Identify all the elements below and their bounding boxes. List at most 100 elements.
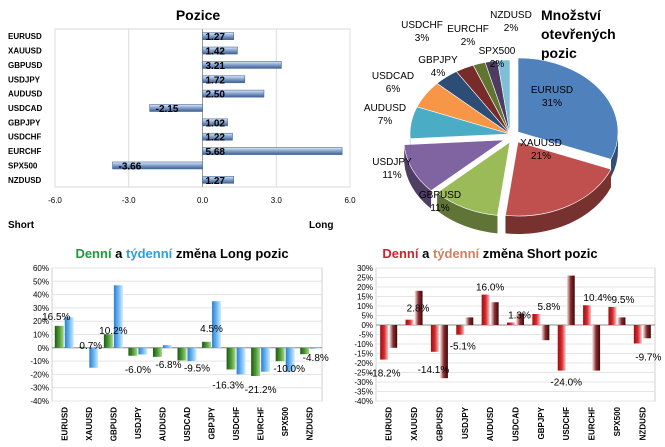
pie-label-gbpjpy: GBPJPY 4% bbox=[418, 55, 458, 79]
positions-x-tick: 0.0 bbox=[197, 196, 209, 205]
positions-bar-audusd bbox=[202, 89, 265, 98]
short-change-t-denn-bar-usdchf bbox=[566, 275, 575, 325]
short-change-y-tick: -40% bbox=[354, 397, 373, 406]
short-change-denn-bar-gbpjpy bbox=[532, 313, 541, 325]
positions-value-label-xauusd: 1.42 bbox=[206, 47, 226, 58]
short-change-category-usdchf: USDCHF bbox=[562, 407, 571, 440]
positions-category-gbpusd: GBPUSD bbox=[8, 61, 42, 70]
short-change-y-tick: 0% bbox=[361, 321, 373, 330]
pie-slice-side-usdjpy bbox=[404, 144, 432, 209]
long-change-y-tick: 60% bbox=[33, 264, 49, 273]
pie-slice-group-gbpusd bbox=[436, 141, 511, 234]
long-change-y-tick: 20% bbox=[33, 317, 49, 326]
short-change-value-label-audusd: 16.0% bbox=[476, 283, 504, 294]
short-change-category-gbpjpy: GBPJPY bbox=[537, 406, 546, 439]
short-change-category-xauusd: XAUUSD bbox=[410, 407, 419, 441]
short-change-y-tick: -30% bbox=[354, 378, 373, 387]
short-change-y-tick: 10% bbox=[357, 302, 373, 311]
short-change-title: Denní a týdenní změna Short pozic bbox=[382, 246, 597, 261]
short-change-y-tick: -10% bbox=[354, 340, 373, 349]
short-change-t-denn-bar-usdcad bbox=[516, 313, 524, 325]
long-change-value-label-eurchf: -21.2% bbox=[245, 385, 277, 396]
long-change-category-audusd: AUDUSD bbox=[158, 407, 167, 441]
positions-category-eurusd: EURUSD bbox=[8, 32, 42, 41]
positions-category-xauusd: XAUUSD bbox=[8, 47, 42, 56]
pie-slice-gbpusd bbox=[436, 141, 511, 216]
long-change-t-denn-bar-gbpusd bbox=[113, 285, 123, 348]
positions-title: Pozice bbox=[176, 7, 221, 23]
short-change-t-denn-bar-eurchf bbox=[592, 325, 601, 371]
long-change-category-gbpusd: GBPUSD bbox=[109, 407, 118, 441]
short-change-y-tick: -25% bbox=[354, 369, 373, 378]
short-label: Short bbox=[8, 220, 35, 231]
positions-value-label-gbpusd: 3.21 bbox=[206, 61, 226, 72]
positions-bar-nzdusd bbox=[202, 176, 235, 184]
short-change-y-tick: 25% bbox=[357, 274, 373, 283]
long-change-y-tick: -10% bbox=[30, 357, 49, 366]
short-change-value-label-eurchf: 10.4% bbox=[583, 293, 611, 304]
short-change-denn-bar-xauusd bbox=[405, 319, 414, 325]
long-change-denn-bar-usdchf bbox=[226, 347, 236, 370]
long-change-y-tick: -30% bbox=[30, 384, 49, 393]
pie-slice-side-eurusd bbox=[610, 132, 618, 178]
positions-value-label-eurchf: 5.68 bbox=[206, 147, 226, 158]
long-change-denn-bar-nzdusd bbox=[300, 347, 310, 355]
short-change-t-denn-bar-xauusd bbox=[414, 290, 423, 325]
short-change-denn-bar-eurchf bbox=[583, 305, 592, 325]
long-change-denn-bar-gbpjpy bbox=[202, 341, 212, 348]
short-change-t-denn-bar-audusd bbox=[490, 302, 499, 325]
pie-label-usdjpy: USDJPY 11% bbox=[372, 157, 412, 181]
long-change-title: Denní a týdenní změna Long pozic bbox=[75, 246, 288, 261]
short-change-denn-bar-usdjpy bbox=[456, 325, 465, 335]
open-positions-title-line: otevřených bbox=[541, 26, 616, 42]
positions-bar-xauusd bbox=[202, 46, 238, 55]
positions-category-gbpjpy: GBPJPY bbox=[8, 118, 41, 127]
pie-slice-group-eurusd bbox=[517, 57, 619, 178]
short-change-t-denn-bar-eurusd bbox=[389, 325, 398, 348]
long-change-value-label-gbpusd: 10.2% bbox=[99, 326, 127, 337]
pie-slice-group-xauusd bbox=[505, 141, 612, 234]
pie-label-usdcad: USDCAD 6% bbox=[372, 71, 414, 95]
positions-bar-eurchf bbox=[202, 147, 343, 155]
short-change-category-nzdusd: NZDUSD bbox=[638, 407, 647, 441]
short-change-denn-bar-usdchf bbox=[557, 325, 566, 371]
short-change-category-usdcad: USDCAD bbox=[512, 407, 521, 441]
short-change-denn-bar-eurusd bbox=[380, 325, 389, 360]
positions-category-spx500: SPX500 bbox=[8, 161, 38, 170]
pie-label-spx500: SPX500 2% bbox=[479, 46, 516, 70]
positions-x-tick: -3.0 bbox=[122, 196, 136, 205]
positions-category-usdchf: USDCHF bbox=[8, 133, 41, 142]
short-change-value-label-xauusd: 2.8% bbox=[407, 304, 430, 315]
long-change-denn-bar-usdcad bbox=[177, 347, 187, 361]
positions-bar-gbpusd bbox=[202, 61, 282, 69]
short-change-y-tick: 20% bbox=[357, 283, 373, 292]
positions-bar-spx500 bbox=[112, 161, 203, 170]
short-change-value-label-usdjpy: -5.1% bbox=[450, 342, 476, 353]
short-change-t-denn-bar-usdjpy bbox=[465, 317, 474, 325]
positions-category-usdcad: USDCAD bbox=[8, 104, 42, 113]
positions-value-label-gbpjpy: 1.02 bbox=[206, 118, 226, 129]
short-change-value-label-nzdusd: -9.7% bbox=[635, 352, 661, 363]
positions-x-tick: 3.0 bbox=[271, 196, 283, 205]
pie-slice-nzdusd bbox=[497, 59, 511, 135]
short-change-value-label-usdcad: 1.3% bbox=[508, 311, 531, 322]
positions-value-label-usdjpy: 1.72 bbox=[206, 75, 226, 86]
pie-slice-xauusd bbox=[505, 141, 612, 217]
positions-category-nzdusd: NZDUSD bbox=[8, 176, 42, 185]
long-change-value-label-xauusd: 0.7% bbox=[79, 341, 102, 352]
positions-bar-usdchf bbox=[202, 132, 233, 141]
short-change-t-denn-bar-nzdusd bbox=[642, 325, 651, 339]
long-change-category-usdjpy: USDJPY bbox=[134, 406, 143, 439]
long-change-category-eurchf: EURCHF bbox=[257, 407, 266, 440]
short-change-y-tick: 5% bbox=[361, 312, 373, 321]
short-change-t-denn-bar-spx500 bbox=[617, 317, 626, 325]
open-positions-chart: Množství otevřených pozic EURUSD 31% XAUUSD 2… bbox=[364, 7, 619, 234]
short-change-value-label-gbpjpy: 5.8% bbox=[537, 302, 560, 313]
long-change-t-denn-bar-usdcad bbox=[187, 347, 197, 362]
pie-label-xauusd: XAUUSD 21% bbox=[520, 138, 562, 162]
positions-category-audusd: AUDUSD bbox=[8, 90, 42, 99]
long-change-value-label-usdchf: -16.3% bbox=[212, 380, 244, 391]
positions-bar-eurusd bbox=[202, 32, 235, 40]
long-change-t-denn-bar-audusd bbox=[162, 345, 172, 348]
